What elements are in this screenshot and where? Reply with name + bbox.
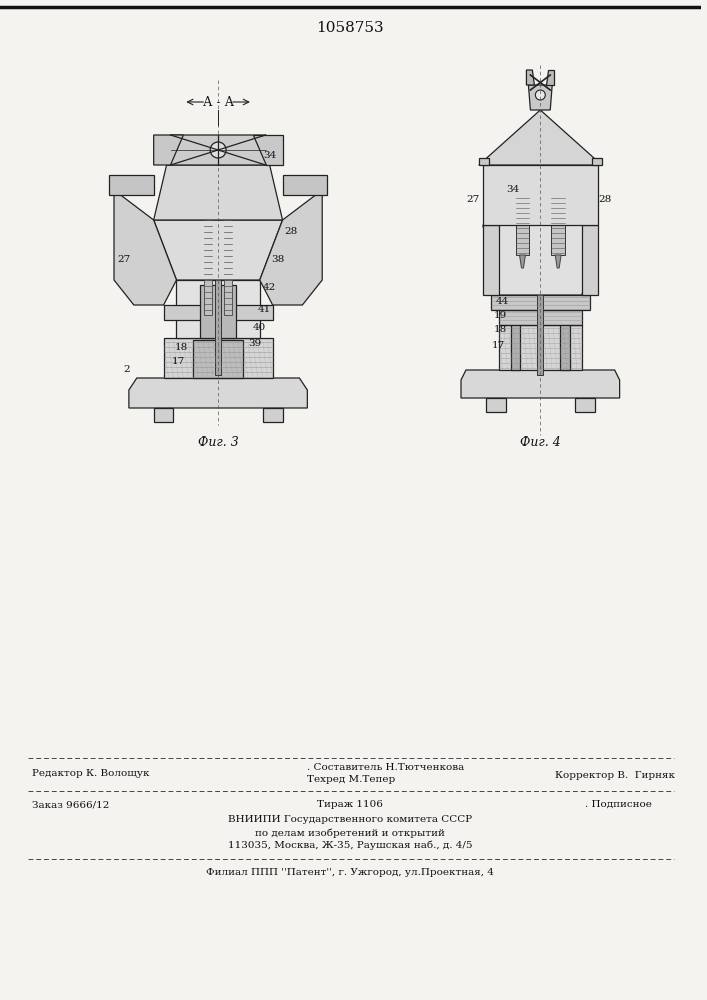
Polygon shape [129,378,308,408]
Text: Фиг. 3: Фиг. 3 [198,436,238,448]
Polygon shape [483,225,598,295]
Text: 1058753: 1058753 [316,21,384,35]
Polygon shape [153,408,173,422]
Bar [537,195,543,375]
Text: Филиал ППП ''Патент'', г. Ужгород, ул.Проектная, 4: Филиал ППП ''Патент'', г. Ужгород, ул.Пр… [206,868,494,877]
Polygon shape [109,175,153,195]
Polygon shape [177,280,259,338]
Polygon shape [498,310,582,325]
Text: ВНИИПИ Государственного комитета СССР: ВНИИПИ Государственного комитета СССР [228,815,472,824]
Bar [515,195,530,255]
Polygon shape [153,135,183,165]
Polygon shape [114,190,177,305]
Text: Техред М.Тепер: Техред М.Тепер [308,775,396,784]
Text: Фиг. 4: Фиг. 4 [520,436,561,448]
Polygon shape [528,85,552,110]
Text: Корректор В.  Гирняк: Корректор В. Гирняк [555,771,675,780]
Polygon shape [479,158,489,165]
Polygon shape [163,305,273,320]
Polygon shape [592,158,602,165]
Text: Тираж 1106: Тираж 1106 [317,800,383,809]
Polygon shape [483,165,598,225]
Text: 27: 27 [467,196,479,205]
Circle shape [210,142,226,158]
Bar [224,215,232,315]
Text: по делам изобретений и открытий: по делам изобретений и открытий [255,828,445,838]
Text: 28: 28 [598,196,612,205]
Text: . Составитель Н.Тютченкова: . Составитель Н.Тютченкова [308,763,464,772]
Polygon shape [153,165,283,220]
Polygon shape [520,255,525,268]
Polygon shape [163,338,273,378]
Polygon shape [253,135,283,165]
Text: Редактор К. Волощук: Редактор К. Волощук [32,769,149,778]
Polygon shape [200,285,236,338]
Text: 39: 39 [248,340,262,349]
Text: 18: 18 [494,326,508,334]
Polygon shape [510,310,520,370]
Polygon shape [283,175,327,195]
Polygon shape [263,408,283,422]
Text: 34: 34 [263,150,276,159]
Text: 40: 40 [253,324,267,332]
Bar [215,190,221,375]
Circle shape [535,90,545,100]
Text: 17: 17 [172,358,185,366]
Text: 42: 42 [263,284,276,292]
Text: 38: 38 [271,255,284,264]
Polygon shape [259,190,322,305]
Polygon shape [560,310,570,370]
Polygon shape [498,325,582,370]
Text: 44: 44 [496,298,509,306]
Text: 18: 18 [175,344,188,353]
Text: 28: 28 [284,228,297,236]
Text: 17: 17 [492,340,506,350]
Polygon shape [483,225,498,295]
Polygon shape [527,70,534,85]
Polygon shape [555,255,561,268]
Text: А - А: А - А [202,96,234,108]
Bar [204,215,212,315]
Polygon shape [491,295,590,310]
Text: 34: 34 [506,186,519,194]
Polygon shape [461,370,619,398]
Polygon shape [479,110,602,165]
Polygon shape [575,398,595,412]
Text: 27: 27 [117,255,131,264]
Polygon shape [193,340,243,378]
Bar [551,195,565,255]
Polygon shape [486,398,506,412]
Text: Заказ 9666/12: Заказ 9666/12 [32,800,109,809]
Polygon shape [582,225,598,295]
Text: 113035, Москва, Ж-35, Раушская наб., д. 4/5: 113035, Москва, Ж-35, Раушская наб., д. … [228,841,472,850]
Text: 2: 2 [124,365,130,374]
Polygon shape [167,135,269,165]
Text: 19: 19 [494,310,508,320]
Text: . Подписное: . Подписное [585,800,652,809]
Polygon shape [547,70,554,85]
Polygon shape [153,220,283,280]
Text: 41: 41 [258,306,271,314]
